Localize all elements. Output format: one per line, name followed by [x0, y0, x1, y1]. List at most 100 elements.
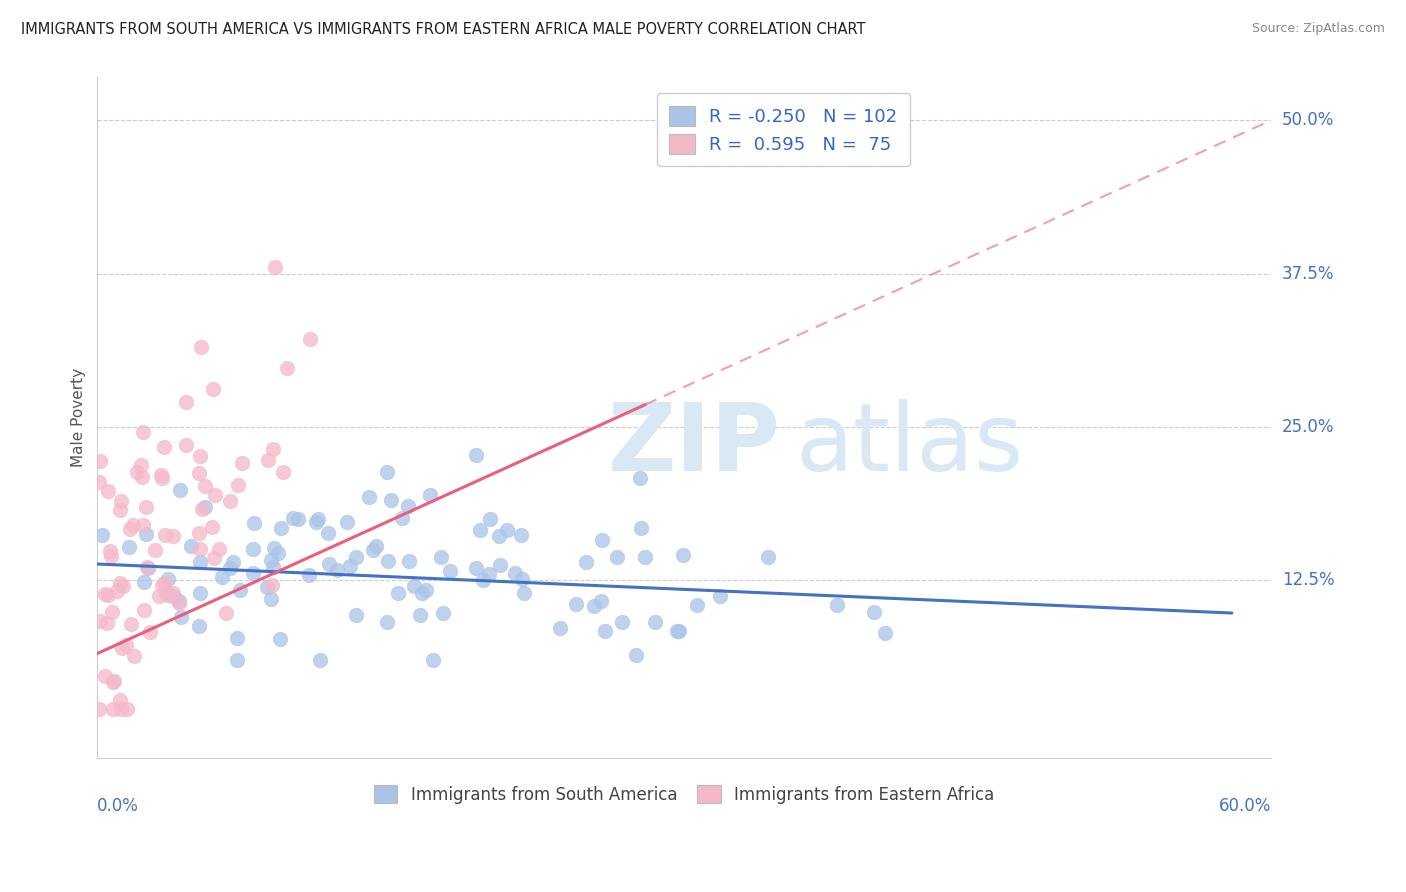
- Point: [344, 608, 367, 623]
- Point: [188, 555, 211, 569]
- Point: [256, 453, 278, 467]
- Point: [135, 527, 157, 541]
- Point: [204, 488, 226, 502]
- Point: [415, 582, 437, 597]
- Point: [391, 511, 413, 525]
- Point: [281, 511, 304, 525]
- Point: [94, 587, 117, 601]
- Point: [686, 598, 709, 612]
- Point: [264, 260, 287, 275]
- Point: [136, 560, 159, 574]
- Point: [287, 512, 309, 526]
- Point: [419, 488, 441, 502]
- Point: [375, 465, 398, 479]
- Point: [97, 588, 120, 602]
- Point: [108, 693, 131, 707]
- Point: [188, 450, 211, 464]
- Point: [242, 542, 264, 557]
- Point: [260, 591, 283, 606]
- Point: [150, 471, 173, 485]
- Point: [152, 440, 174, 454]
- Point: [187, 466, 209, 480]
- Point: [231, 456, 253, 470]
- Point: [87, 701, 110, 715]
- Text: 12.5%: 12.5%: [1282, 571, 1334, 589]
- Point: [339, 559, 361, 574]
- Point: [263, 541, 285, 556]
- Point: [169, 483, 191, 497]
- Point: [422, 652, 444, 666]
- Point: [709, 589, 731, 603]
- Point: [307, 511, 329, 525]
- Point: [114, 638, 136, 652]
- Point: [162, 586, 184, 600]
- Point: [215, 607, 238, 621]
- Point: [101, 606, 124, 620]
- Text: 50.0%: 50.0%: [1282, 112, 1334, 129]
- Point: [513, 586, 536, 600]
- Point: [180, 539, 202, 553]
- Point: [634, 550, 657, 565]
- Y-axis label: Male Poverty: Male Poverty: [72, 368, 86, 467]
- Point: [593, 624, 616, 638]
- Point: [361, 542, 384, 557]
- Point: [89, 614, 111, 628]
- Point: [135, 500, 157, 514]
- Point: [191, 502, 214, 516]
- Point: [503, 566, 526, 581]
- Point: [118, 522, 141, 536]
- Point: [398, 554, 420, 568]
- Text: IMMIGRANTS FROM SOUTH AMERICA VS IMMIGRANTS FROM EASTERN AFRICA MALE POVERTY COR: IMMIGRANTS FROM SOUTH AMERICA VS IMMIGRA…: [21, 22, 866, 37]
- Point: [110, 493, 132, 508]
- Point: [575, 555, 598, 569]
- Point: [101, 701, 124, 715]
- Point: [565, 598, 588, 612]
- Point: [91, 528, 114, 542]
- Point: [873, 626, 896, 640]
- Point: [211, 570, 233, 584]
- Point: [135, 559, 157, 574]
- Point: [226, 631, 249, 645]
- Point: [194, 500, 217, 514]
- Point: [194, 478, 217, 492]
- Point: [470, 523, 492, 537]
- Point: [509, 528, 531, 542]
- Point: [318, 557, 340, 571]
- Point: [269, 632, 291, 646]
- Point: [110, 576, 132, 591]
- Point: [226, 478, 249, 492]
- Point: [432, 606, 454, 620]
- Point: [276, 361, 298, 376]
- Point: [167, 597, 190, 611]
- Point: [316, 525, 339, 540]
- Point: [156, 587, 179, 601]
- Point: [115, 701, 138, 715]
- Point: [260, 553, 283, 567]
- Point: [439, 564, 461, 578]
- Point: [496, 523, 519, 537]
- Point: [377, 554, 399, 568]
- Point: [478, 512, 501, 526]
- Point: [478, 566, 501, 581]
- Point: [94, 669, 117, 683]
- Point: [336, 515, 359, 529]
- Point: [188, 585, 211, 599]
- Point: [132, 425, 155, 440]
- Point: [256, 580, 278, 594]
- Point: [155, 585, 177, 599]
- Point: [103, 674, 125, 689]
- Point: [97, 484, 120, 499]
- Point: [152, 579, 174, 593]
- Point: [465, 448, 488, 462]
- Point: [344, 549, 367, 564]
- Point: [589, 594, 612, 608]
- Point: [262, 560, 284, 574]
- Point: [308, 652, 330, 666]
- Point: [628, 471, 651, 485]
- Point: [202, 382, 225, 396]
- Text: 0.0%: 0.0%: [97, 797, 139, 814]
- Text: 25.0%: 25.0%: [1282, 417, 1334, 436]
- Point: [756, 550, 779, 565]
- Point: [218, 561, 240, 575]
- Point: [131, 470, 153, 484]
